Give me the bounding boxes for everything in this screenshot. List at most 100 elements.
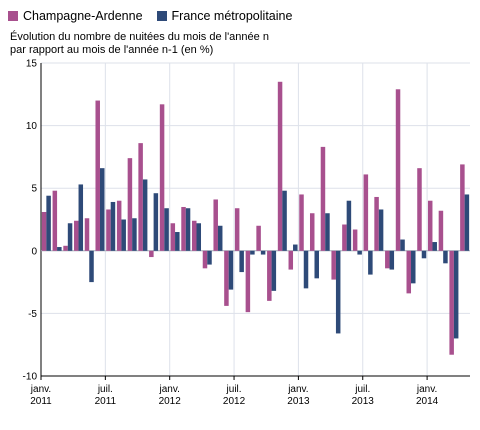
bar-champagne-ardenne bbox=[213, 199, 218, 251]
bar-france-metropolitaine bbox=[432, 242, 437, 251]
bar-france-metropolitaine bbox=[464, 194, 470, 251]
bar-france-metropolitaine bbox=[239, 250, 244, 273]
x-tick-label-year: 2011 bbox=[30, 396, 52, 407]
y-tick-label: -5 bbox=[28, 309, 37, 320]
legend: Champagne-Ardenne France métropolitaine bbox=[8, 9, 306, 23]
y-tick-label: 10 bbox=[26, 121, 38, 132]
bar-champagne-ardenne bbox=[309, 213, 315, 251]
bar-france-metropolitaine bbox=[250, 250, 255, 255]
bar-champagne-ardenne bbox=[256, 225, 261, 251]
x-tick-label-year: 2011 bbox=[95, 396, 117, 407]
bar-champagne-ardenne bbox=[149, 250, 154, 258]
x-tick-label-year: 2013 bbox=[287, 396, 310, 407]
x-tick-label-month: juil. bbox=[226, 384, 242, 395]
bar-champagne-ardenne bbox=[460, 164, 465, 251]
x-tick-label-year: 2014 bbox=[416, 396, 439, 407]
bar-france-metropolitaine bbox=[335, 250, 341, 334]
x-tick-label-month: juil. bbox=[97, 384, 113, 395]
bar-champagne-ardenne bbox=[342, 224, 347, 251]
bar-france-metropolitaine bbox=[67, 223, 73, 251]
bar-france-metropolitaine bbox=[207, 250, 212, 265]
y-tick-label: -10 bbox=[23, 372, 38, 383]
y-tick-label: 15 bbox=[26, 59, 38, 70]
bar-champagne-ardenne bbox=[224, 250, 229, 306]
bar-champagne-ardenne bbox=[138, 143, 143, 251]
legend-swatch-champagne-ardenne bbox=[8, 11, 18, 21]
bar-champagne-ardenne bbox=[267, 250, 272, 301]
bar-champagne-ardenne bbox=[417, 168, 422, 251]
bar-france-metropolitaine bbox=[217, 225, 223, 251]
legend-label-champagne-ardenne: Champagne-Ardenne bbox=[23, 9, 143, 23]
bar-champagne-ardenne bbox=[181, 206, 186, 251]
bar-france-metropolitaine bbox=[99, 168, 105, 251]
bar-france-metropolitaine bbox=[57, 247, 62, 251]
x-tick-label-month: janv. bbox=[159, 384, 180, 395]
y-axis-title: Évolution du nombre de nuitées du mois d… bbox=[10, 31, 269, 57]
bar-france-metropolitaine bbox=[78, 184, 84, 251]
bar-champagne-ardenne bbox=[449, 250, 454, 355]
bar-france-metropolitaine bbox=[378, 209, 384, 251]
x-tick-label-year: 2012 bbox=[223, 396, 246, 407]
bar-champagne-ardenne bbox=[106, 209, 111, 251]
bar-france-metropolitaine bbox=[325, 213, 330, 251]
bar-france-metropolitaine bbox=[346, 200, 352, 251]
bar-france-metropolitaine bbox=[443, 250, 448, 264]
bar-champagne-ardenne bbox=[245, 250, 251, 313]
bar-champagne-ardenne bbox=[352, 229, 358, 251]
bar-champagne-ardenne bbox=[74, 220, 79, 251]
bar-champagne-ardenne bbox=[277, 81, 283, 251]
y-axis-title-line-2: par rapport au mois de l'année n-1 (en %… bbox=[10, 44, 214, 56]
bar-champagne-ardenne bbox=[170, 223, 176, 251]
y-axis-title-line-1: Évolution du nombre de nuitées du mois d… bbox=[10, 31, 269, 43]
bar-champagne-ardenne bbox=[202, 250, 208, 269]
bar-champagne-ardenne bbox=[95, 100, 100, 251]
bar-france-metropolitaine bbox=[142, 179, 148, 251]
bar-france-metropolitaine bbox=[453, 250, 459, 339]
bar-france-metropolitaine bbox=[293, 244, 298, 251]
bar-champagne-ardenne bbox=[427, 200, 433, 251]
x-tick-label-year: 2013 bbox=[352, 396, 375, 407]
bar-france-metropolitaine bbox=[164, 208, 169, 251]
bar-champagne-ardenne bbox=[374, 196, 379, 251]
bar-champagne-ardenne bbox=[116, 200, 122, 251]
bar-champagne-ardenne bbox=[288, 250, 294, 270]
bar-champagne-ardenne bbox=[331, 250, 336, 280]
legend-swatch-france-metropolitaine bbox=[156, 11, 167, 21]
bar-france-metropolitaine bbox=[411, 250, 416, 284]
x-tick-label-month: janv. bbox=[287, 384, 308, 395]
legend-item-france-metropolitaine[interactable]: France métropolitaine bbox=[156, 9, 293, 23]
bar-france-metropolitaine bbox=[121, 219, 126, 251]
bar-france-metropolitaine bbox=[400, 239, 405, 251]
bar-france-metropolitaine bbox=[228, 250, 234, 290]
legend-label-france-metropolitaine: France métropolitaine bbox=[171, 9, 293, 23]
bar-france-metropolitaine bbox=[46, 195, 51, 251]
x-tick-label-year: 2012 bbox=[159, 396, 182, 407]
bar-champagne-ardenne bbox=[41, 211, 47, 251]
bar-champagne-ardenne bbox=[127, 158, 133, 251]
bar-france-metropolitaine bbox=[368, 250, 373, 275]
bar-france-metropolitaine bbox=[271, 250, 277, 291]
bar-champagne-ardenne bbox=[84, 218, 90, 251]
bar-france-metropolitaine bbox=[260, 250, 266, 255]
bar-champagne-ardenne bbox=[385, 250, 390, 269]
bar-france-metropolitaine bbox=[282, 190, 287, 251]
bar-france-metropolitaine bbox=[314, 250, 319, 279]
y-tick-label: 0 bbox=[31, 246, 37, 257]
bar-champagne-ardenne bbox=[192, 220, 197, 251]
bar-champagne-ardenne bbox=[438, 210, 444, 251]
bar-france-metropolitaine bbox=[153, 193, 159, 251]
x-tick-label-month: janv. bbox=[416, 384, 437, 395]
bar-champagne-ardenne bbox=[320, 146, 326, 251]
bar-france-metropolitaine bbox=[185, 208, 191, 251]
bar-france-metropolitaine bbox=[196, 223, 202, 251]
bar-france-metropolitaine bbox=[357, 250, 362, 255]
bar-champagne-ardenne bbox=[299, 194, 304, 251]
bar-champagne-ardenne bbox=[395, 89, 401, 251]
bar-champagne-ardenne bbox=[159, 104, 165, 251]
bar-france-metropolitaine bbox=[110, 201, 116, 251]
bar-france-metropolitaine bbox=[303, 250, 309, 289]
bar-france-metropolitaine bbox=[389, 250, 395, 270]
bar-france-metropolitaine bbox=[421, 250, 427, 259]
legend-item-champagne-ardenne[interactable]: Champagne-Ardenne bbox=[8, 9, 143, 23]
